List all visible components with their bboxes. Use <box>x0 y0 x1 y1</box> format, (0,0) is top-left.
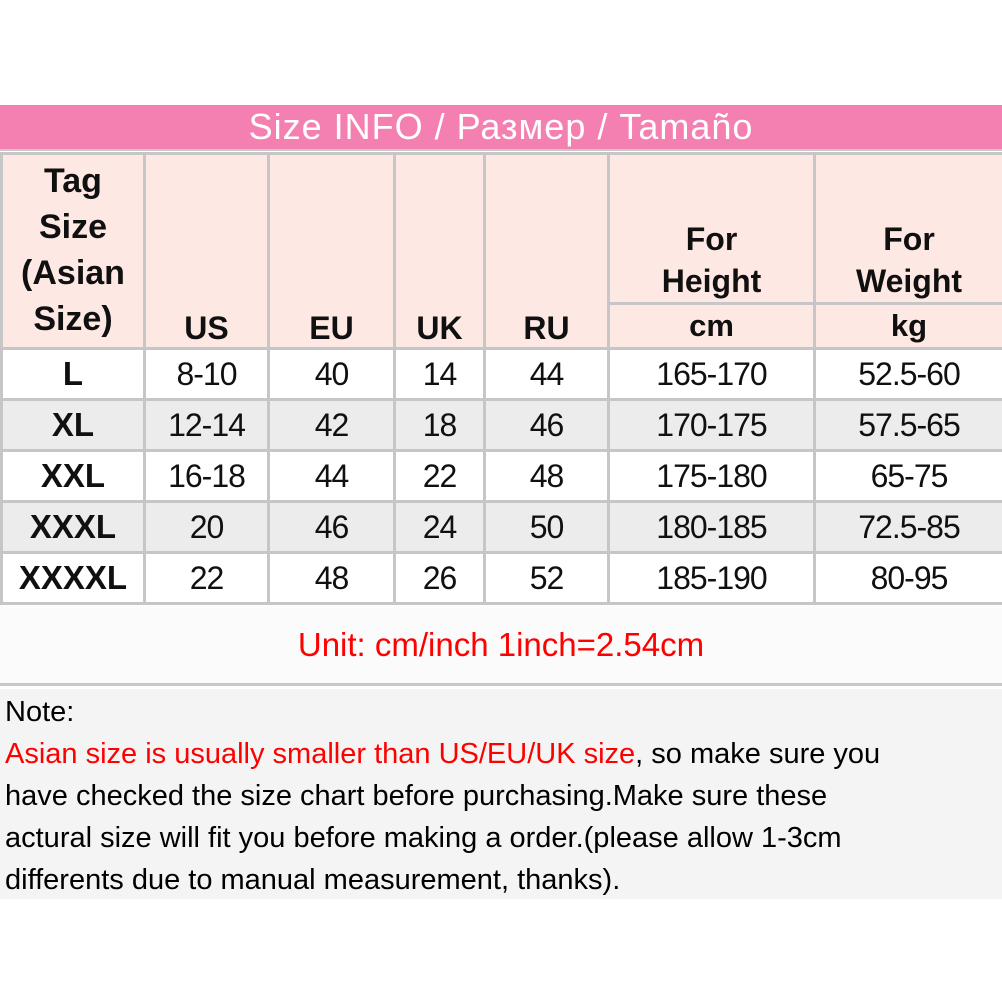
cell-tag-size: XXXL <box>0 500 146 554</box>
col-header-for-weight-label: For Weight <box>855 220 963 299</box>
size-table: Tag Size (Asian Size) US EU UK RU For He… <box>0 152 1002 605</box>
table-row: L 8-10 40 14 44 165-170 52.5-60 <box>0 347 1002 401</box>
cell-us: 8-10 <box>143 347 270 401</box>
cell-weight: 65-75 <box>813 449 1002 503</box>
cell-us: 22 <box>143 551 270 605</box>
cell-uk: 18 <box>393 398 486 452</box>
table-row: XXXL 20 46 24 50 180-185 72.5-85 <box>0 500 1002 554</box>
cell-uk: 26 <box>393 551 486 605</box>
cell-height: 175-180 <box>607 449 816 503</box>
cell-weight: 72.5-85 <box>813 500 1002 554</box>
col-header-for-height: For Height <box>607 152 816 305</box>
page-title: Size INFO / Размер / Tamaño <box>248 106 754 147</box>
cell-tag-size: XXL <box>0 449 146 503</box>
table-row: XXL 16-18 44 22 48 175-180 65-75 <box>0 449 1002 503</box>
cell-ru: 46 <box>483 398 610 452</box>
note-body: Asian size is usually smaller than US/EU… <box>5 733 962 901</box>
cell-ru: 52 <box>483 551 610 605</box>
cell-ru: 44 <box>483 347 610 401</box>
col-header-kg: kg <box>813 302 1002 350</box>
title-bar: Size INFO / Размер / Tamaño <box>0 105 1002 151</box>
cell-weight: 57.5-65 <box>813 398 1002 452</box>
cell-weight: 80-95 <box>813 551 1002 605</box>
col-header-for-weight: For Weight <box>813 152 1002 305</box>
note-black-text: , so make sure you have checked the size… <box>5 738 881 896</box>
col-header-tag-size: Tag Size (Asian Size) <box>0 152 146 350</box>
cell-height: 185-190 <box>607 551 816 605</box>
col-header-us: US <box>143 152 270 350</box>
col-header-eu: EU <box>267 152 396 350</box>
col-header-ru: RU <box>483 152 610 350</box>
cell-ru: 48 <box>483 449 610 503</box>
table-subheader-row: cm kg <box>2 302 1002 350</box>
table-row: XXXXL 22 48 26 52 185-190 80-95 <box>0 551 1002 605</box>
cell-tag-size: L <box>0 347 146 401</box>
note-label: Note: <box>5 696 75 728</box>
col-header-tag-size-label: Tag Size (Asian Size) <box>21 162 125 338</box>
col-header-cm: cm <box>607 302 816 350</box>
cell-eu: 46 <box>267 500 396 554</box>
cell-eu: 40 <box>267 347 396 401</box>
note-section: Note: Asian size is usually smaller than… <box>0 689 1002 899</box>
cell-ru: 50 <box>483 500 610 554</box>
cell-uk: 22 <box>393 449 486 503</box>
unit-conversion-note: Unit: cm/inch 1inch=2.54cm <box>0 606 1002 686</box>
cell-us: 12-14 <box>143 398 270 452</box>
cell-eu: 44 <box>267 449 396 503</box>
cell-tag-size: XL <box>0 398 146 452</box>
cell-height: 170-175 <box>607 398 816 452</box>
table-row: XL 12-14 42 18 46 170-175 57.5-65 <box>0 398 1002 452</box>
cell-uk: 24 <box>393 500 486 554</box>
col-header-for-height-label: For Height <box>661 220 762 299</box>
cell-weight: 52.5-60 <box>813 347 1002 401</box>
cell-height: 165-170 <box>607 347 816 401</box>
note-red-text: Asian size is usually smaller than US/EU… <box>5 738 636 770</box>
cell-us: 20 <box>143 500 270 554</box>
cell-uk: 14 <box>393 347 486 401</box>
cell-height: 180-185 <box>607 500 816 554</box>
unit-conversion-text: Unit: cm/inch 1inch=2.54cm <box>297 625 705 663</box>
cell-eu: 42 <box>267 398 396 452</box>
cell-eu: 48 <box>267 551 396 605</box>
cell-us: 16-18 <box>143 449 270 503</box>
table-header-row: Tag Size (Asian Size) US EU UK RU For He… <box>0 152 1002 350</box>
cell-tag-size: XXXXL <box>0 551 146 605</box>
col-header-uk: UK <box>393 152 486 350</box>
